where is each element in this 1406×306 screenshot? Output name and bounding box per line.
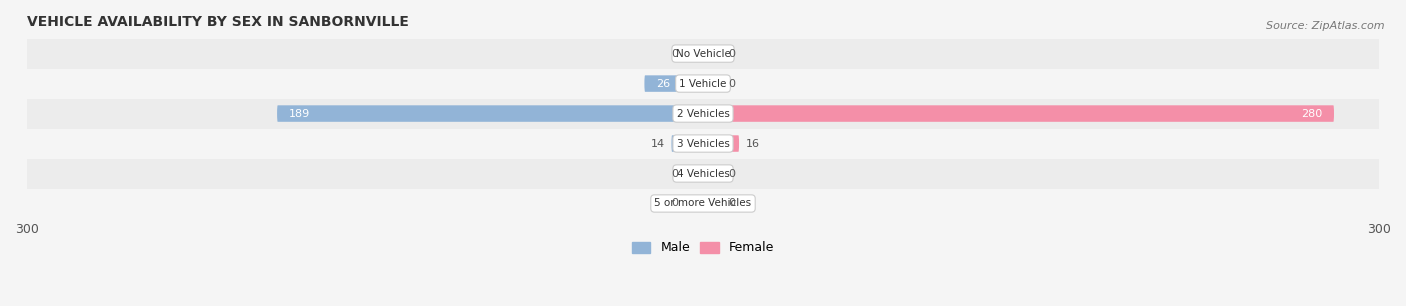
Text: 0: 0 <box>671 169 678 178</box>
Bar <box>27 69 1379 99</box>
Text: 0: 0 <box>728 49 735 59</box>
Bar <box>27 129 1379 159</box>
FancyBboxPatch shape <box>644 75 703 92</box>
FancyBboxPatch shape <box>685 45 703 62</box>
Text: 5 or more Vehicles: 5 or more Vehicles <box>654 199 752 208</box>
Text: 16: 16 <box>745 139 759 148</box>
FancyBboxPatch shape <box>277 105 703 122</box>
FancyBboxPatch shape <box>703 45 721 62</box>
FancyBboxPatch shape <box>703 165 721 182</box>
Text: 1 Vehicle: 1 Vehicle <box>679 79 727 88</box>
Bar <box>27 39 1379 69</box>
Text: 3 Vehicles: 3 Vehicles <box>676 139 730 148</box>
FancyBboxPatch shape <box>672 135 703 152</box>
Text: 2 Vehicles: 2 Vehicles <box>676 109 730 118</box>
FancyBboxPatch shape <box>703 135 740 152</box>
Text: 0: 0 <box>728 199 735 208</box>
FancyBboxPatch shape <box>703 75 721 92</box>
FancyBboxPatch shape <box>703 105 1334 122</box>
Bar <box>27 159 1379 188</box>
Bar <box>27 188 1379 218</box>
Text: 0: 0 <box>728 169 735 178</box>
FancyBboxPatch shape <box>685 165 703 182</box>
Text: 0: 0 <box>671 49 678 59</box>
FancyBboxPatch shape <box>703 195 721 212</box>
Text: 26: 26 <box>655 79 669 88</box>
Text: 189: 189 <box>288 109 309 118</box>
FancyBboxPatch shape <box>685 195 703 212</box>
Text: 0: 0 <box>671 199 678 208</box>
Text: 0: 0 <box>728 79 735 88</box>
Bar <box>27 99 1379 129</box>
Legend: Male, Female: Male, Female <box>627 237 779 259</box>
Text: 4 Vehicles: 4 Vehicles <box>676 169 730 178</box>
Text: No Vehicle: No Vehicle <box>675 49 731 59</box>
Text: Source: ZipAtlas.com: Source: ZipAtlas.com <box>1267 21 1385 32</box>
Text: 280: 280 <box>1302 109 1323 118</box>
Text: VEHICLE AVAILABILITY BY SEX IN SANBORNVILLE: VEHICLE AVAILABILITY BY SEX IN SANBORNVI… <box>27 15 409 29</box>
Text: 14: 14 <box>651 139 665 148</box>
